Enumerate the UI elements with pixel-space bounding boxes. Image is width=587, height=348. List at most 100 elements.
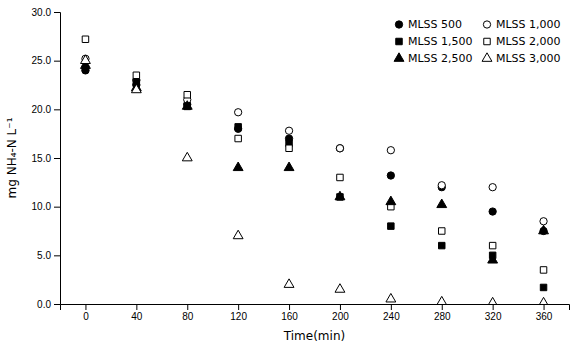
y-tick-label: 5.0 — [37, 250, 51, 261]
points — [81, 36, 549, 304]
x-tick: 280 — [434, 304, 451, 322]
point — [387, 147, 394, 154]
legend-symbol — [395, 21, 402, 28]
y-tick-label: 15.0 — [32, 153, 52, 164]
point — [81, 55, 91, 64]
legend-item: MLSS 1,500 — [396, 35, 473, 48]
legend-item: MLSS 500 — [395, 18, 462, 31]
legend-symbol — [482, 53, 492, 62]
series — [82, 55, 547, 225]
legend-label: MLSS 1,000 — [496, 18, 561, 31]
y-tick-mark — [54, 109, 60, 110]
point — [437, 296, 447, 304]
x-tick-mark — [493, 304, 494, 310]
y-tick: 30.0 — [32, 7, 60, 18]
point — [336, 145, 343, 152]
point — [540, 267, 546, 273]
series — [82, 67, 547, 235]
x-tick-mark — [136, 304, 137, 310]
y-tick: 15.0 — [32, 153, 60, 164]
legend-label: MLSS 2,000 — [496, 35, 561, 48]
point — [489, 184, 496, 191]
y-axis-line — [54, 13, 61, 305]
point — [539, 297, 549, 304]
point — [489, 242, 495, 248]
y-tick-mark — [54, 158, 60, 159]
point — [388, 223, 394, 229]
y-tick-label: 10.0 — [32, 201, 52, 212]
x-axis-line — [61, 305, 570, 311]
y-tick-label: 0.0 — [37, 299, 51, 310]
legend-symbol — [394, 53, 404, 62]
point — [284, 279, 294, 288]
legend-symbol — [396, 38, 402, 44]
point — [489, 208, 496, 215]
x-axis: 04080120160200240280320360 — [61, 304, 570, 322]
legend-label: MLSS 2,500 — [408, 52, 473, 65]
point — [284, 162, 294, 171]
y-tick-label: 30.0 — [32, 7, 52, 18]
x-tick-mark — [289, 304, 290, 310]
point — [386, 196, 396, 205]
x-tick-mark — [442, 304, 443, 310]
x-tick: 120 — [230, 304, 247, 322]
legend-label: MLSS 3,000 — [496, 52, 561, 65]
y-axis-title: mg NH₄-N L⁻¹ — [5, 117, 19, 198]
y-tick-mark — [54, 304, 60, 305]
point — [539, 225, 549, 234]
point — [438, 182, 445, 189]
legend-symbol — [484, 38, 490, 44]
legend-label: MLSS 500 — [408, 18, 462, 31]
x-tick: 360 — [536, 304, 553, 322]
legend: MLSS 500 MLSS 1,000 MLSS 1,500 MLSS 2,000 ML… — [394, 18, 561, 65]
plot: 040801201602002402803203600.05.010.015.0… — [32, 7, 570, 322]
x-tick: 240 — [383, 304, 400, 322]
y-tick-mark — [54, 255, 60, 256]
y-tick: 20.0 — [32, 104, 60, 115]
point — [184, 91, 190, 97]
legend-symbol — [483, 21, 490, 28]
y-tick: 10.0 — [32, 201, 60, 212]
x-tick-label: 0 — [83, 311, 89, 322]
y-axis: 0.05.010.015.020.025.030.0 — [32, 7, 61, 310]
x-tick-mark — [187, 304, 188, 310]
x-tick-label: 360 — [536, 311, 553, 322]
point — [540, 284, 546, 290]
point — [336, 145, 343, 152]
y-tick-mark — [54, 207, 60, 208]
series — [82, 36, 547, 273]
point — [488, 255, 498, 264]
series — [81, 60, 549, 263]
x-tick-mark — [544, 304, 545, 310]
x-tick-label: 200 — [332, 311, 349, 322]
point — [285, 127, 292, 134]
chart: 040801201602002402803203600.05.010.015.0… — [0, 0, 587, 348]
point — [286, 145, 292, 151]
x-axis-title: Time(min) — [283, 329, 345, 343]
point — [234, 109, 241, 116]
y-tick: 0.0 — [37, 299, 60, 310]
x-tick-mark — [238, 304, 239, 310]
y-tick-label: 20.0 — [32, 104, 52, 115]
x-tick-label: 240 — [383, 311, 400, 322]
x-tick: 40 — [131, 304, 143, 322]
point — [488, 297, 498, 304]
x-tick-mark — [340, 304, 341, 310]
y-tick-mark — [54, 12, 60, 13]
x-tick-mark — [85, 304, 86, 310]
x-tick-mark — [391, 304, 392, 310]
series — [81, 55, 549, 304]
x-tick: 320 — [485, 304, 502, 322]
point — [439, 242, 445, 248]
point — [437, 199, 447, 208]
legend-label: MLSS 1,500 — [408, 35, 473, 48]
y-tick: 5.0 — [37, 250, 60, 261]
legend-item: MLSS 3,000 — [482, 52, 561, 65]
x-tick: 80 — [182, 304, 194, 322]
x-tick: 0 — [83, 304, 89, 322]
series — [82, 65, 547, 290]
point — [386, 293, 396, 302]
point — [540, 218, 547, 225]
point — [133, 72, 139, 78]
x-tick-label: 320 — [485, 311, 502, 322]
